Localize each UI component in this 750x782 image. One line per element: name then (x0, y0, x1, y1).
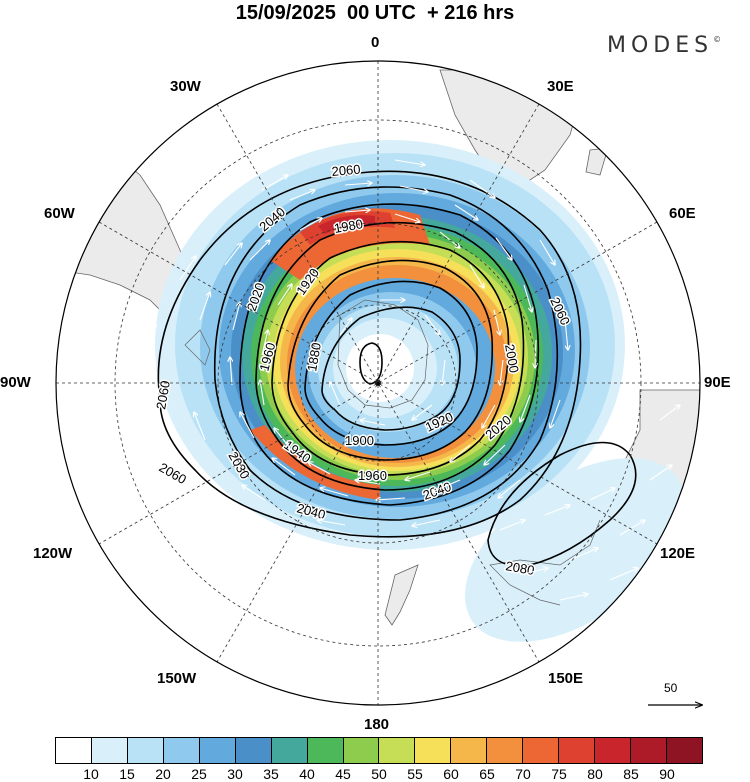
colorbar-swatch (415, 738, 452, 763)
contour-label: 1980 (333, 216, 364, 236)
lon-label-150e: 150E (548, 670, 584, 687)
map-title: 15/09/2025 00 UTC + 216 hrs (235, 2, 515, 24)
contour-label: 2060 (153, 379, 173, 410)
lon-label-90w: 90W (0, 374, 31, 391)
contour-label: 2000 (502, 343, 522, 374)
contour-label: 1900 (345, 433, 374, 448)
wind-speed-shading (155, 140, 685, 642)
colorbar-tick-label: 20 (155, 766, 171, 782)
colorbar-swatch (666, 738, 702, 763)
colorbar-swatch (56, 738, 92, 763)
colorbar-swatch (559, 738, 596, 763)
colorbar-swatch (127, 738, 164, 763)
colorbar-swatch (91, 738, 128, 763)
lon-label-150w: 150W (157, 670, 197, 687)
lon-label-120e: 120E (660, 545, 696, 562)
colorbar-swatch (271, 738, 308, 763)
lon-label-180: 180 (364, 716, 390, 733)
lon-label-30e: 30E (547, 78, 574, 95)
colorbar-tick-label: 70 (515, 766, 531, 782)
new-zealand-land (384, 564, 419, 626)
lon-label-120w: 120W (33, 545, 73, 562)
colorbar-tick-label: 75 (551, 766, 567, 782)
contour-label: 1880 (304, 341, 324, 372)
brand-text: MODES (607, 33, 714, 58)
colorbar-tick-label: 10 (83, 766, 99, 782)
copyright-mark: © (713, 34, 722, 44)
colorbar-tick-label: 85 (623, 766, 639, 782)
modes-brand-logo: MODES© (607, 33, 721, 58)
colorbar-swatch (451, 738, 488, 763)
colorbar-swatch (343, 738, 380, 763)
colorbar-tick-label: 40 (299, 766, 315, 782)
colorbar-tick-label: 80 (587, 766, 603, 782)
colorbar-swatch (487, 738, 524, 763)
madagascar-land (585, 147, 609, 176)
colorbar-swatch (379, 738, 416, 763)
colorbar-tick-label: 45 (335, 766, 351, 782)
colorbar-swatch (523, 738, 560, 763)
wind-vectors (149, 159, 680, 601)
colorbar-swatch (595, 738, 631, 763)
colorbar-swatch (307, 738, 344, 763)
lon-label-90e: 90E (704, 374, 731, 391)
colorbar-swatch (235, 738, 272, 763)
contour-label: 2060 (331, 162, 361, 179)
colorbar-tick-label: 55 (407, 766, 423, 782)
lon-label-60e: 60E (669, 205, 696, 222)
coast-overlay (184, 299, 601, 606)
colorbar-tick-label: 15 (119, 766, 135, 782)
colorbar-tick-label: 25 (191, 766, 207, 782)
graticule (56, 61, 700, 705)
colorbar-tick-label: 90 (659, 766, 675, 782)
colorbar-tick-label: 60 (443, 766, 459, 782)
lon-label-0: 0 (371, 34, 380, 51)
lon-label-30w: 30W (170, 78, 201, 95)
map-boundary (55, 60, 701, 706)
contour-label: 1960 (358, 468, 387, 483)
reference-vector-label: 50 (664, 681, 678, 695)
colorbar-tick-label: 30 (227, 766, 243, 782)
contour-label: 2060 (157, 460, 190, 487)
colorbar-tick-label: 35 (263, 766, 279, 782)
height-contours (157, 170, 637, 567)
colorbar-tick-label: 50 (371, 766, 387, 782)
colorbar-swatch (631, 738, 667, 763)
colorbar (55, 737, 703, 764)
colorbar-tick-label: 65 (479, 766, 495, 782)
colorbar-swatch (199, 738, 236, 763)
colorbar-swatch (163, 738, 200, 763)
lon-label-60w: 60W (44, 205, 75, 222)
map-disk: 2060 2040 1980 1920 2020 1960 1880 2000 … (56, 61, 700, 705)
